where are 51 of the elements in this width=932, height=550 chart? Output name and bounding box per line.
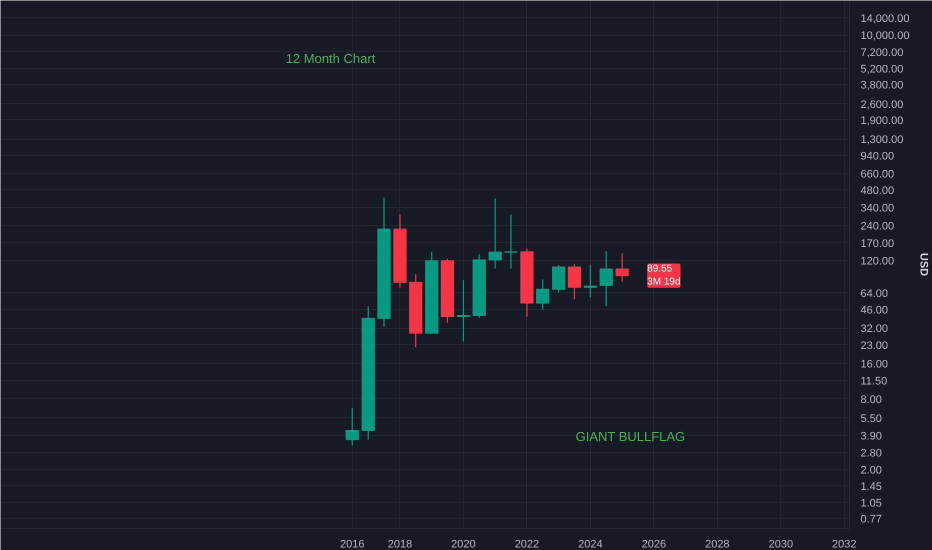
y-tick-label: 1,300.00 <box>860 134 904 146</box>
y-tick-label: 11.50 <box>860 375 888 388</box>
y-tick-label: 1.05 <box>860 497 882 510</box>
y-tick-label: 7,200.00 <box>860 46 904 59</box>
candlestick <box>568 264 582 300</box>
y-tick-label: 10,000.00 <box>860 30 910 42</box>
x-tick-label: 2016 <box>340 538 365 550</box>
x-tick-label: 2024 <box>578 538 603 550</box>
y-tick-label: 2.00 <box>860 464 882 477</box>
y-tick-label: 1.45 <box>860 480 882 493</box>
y-tick-label: 240.00 <box>860 220 894 232</box>
y-tick-label: 2,600.00 <box>860 98 904 111</box>
candlestick <box>536 278 550 310</box>
y-tick-label: 0.77 <box>860 513 882 526</box>
y-tick-label: 120.00 <box>860 256 894 268</box>
annotation: 89.55 3M 19d <box>647 264 681 288</box>
candlestick <box>346 407 359 446</box>
candlestick <box>584 264 597 298</box>
candlestick <box>600 250 613 307</box>
x-tick-label: 2018 <box>388 538 412 550</box>
candlestick <box>552 264 566 294</box>
x-tick-label: 2028 <box>705 538 730 550</box>
x-tick-label: 2020 <box>451 538 476 550</box>
annotation: 12 Month Chart <box>286 51 376 66</box>
x-tick-label: 2032 <box>832 538 857 550</box>
annotation: GIANT BULLFLAG <box>576 429 686 444</box>
candlestick <box>456 280 470 342</box>
y-tick-label: 46.00 <box>860 304 888 317</box>
y-tick-label: 32.00 <box>860 323 888 336</box>
y-tick-label: 170.00 <box>860 238 894 250</box>
y-tick-label: 340.00 <box>860 202 894 215</box>
y-tick-label: 1,900.00 <box>860 114 904 127</box>
y-tick-label: 14,000.00 <box>860 12 910 25</box>
y-tick-label: 16.00 <box>860 358 888 370</box>
y-tick-label: 5.50 <box>860 412 882 425</box>
y-tick-label: 2.80 <box>860 447 882 460</box>
y-tick-label: 64.00 <box>860 288 888 300</box>
candlestick <box>616 252 629 282</box>
y-tick-label: 8.00 <box>860 394 882 406</box>
y-tick-label: 480.00 <box>860 184 894 197</box>
y-tick-label: 23.00 <box>860 340 888 352</box>
x-tick-label: 2022 <box>514 538 540 550</box>
y-tick-label: 940.00 <box>860 150 894 163</box>
y-tick-label: 3.90 <box>860 430 882 443</box>
y-tick-label: 5,200.00 <box>860 63 904 76</box>
candlestick <box>488 198 502 270</box>
x-tick-label: 2026 <box>642 538 666 550</box>
y-tick-label: 660.00 <box>860 168 894 181</box>
y-tick-label: 3,800.00 <box>860 79 904 92</box>
x-tick-label: 2030 <box>768 538 794 550</box>
y-axis-title: USD <box>917 252 930 276</box>
